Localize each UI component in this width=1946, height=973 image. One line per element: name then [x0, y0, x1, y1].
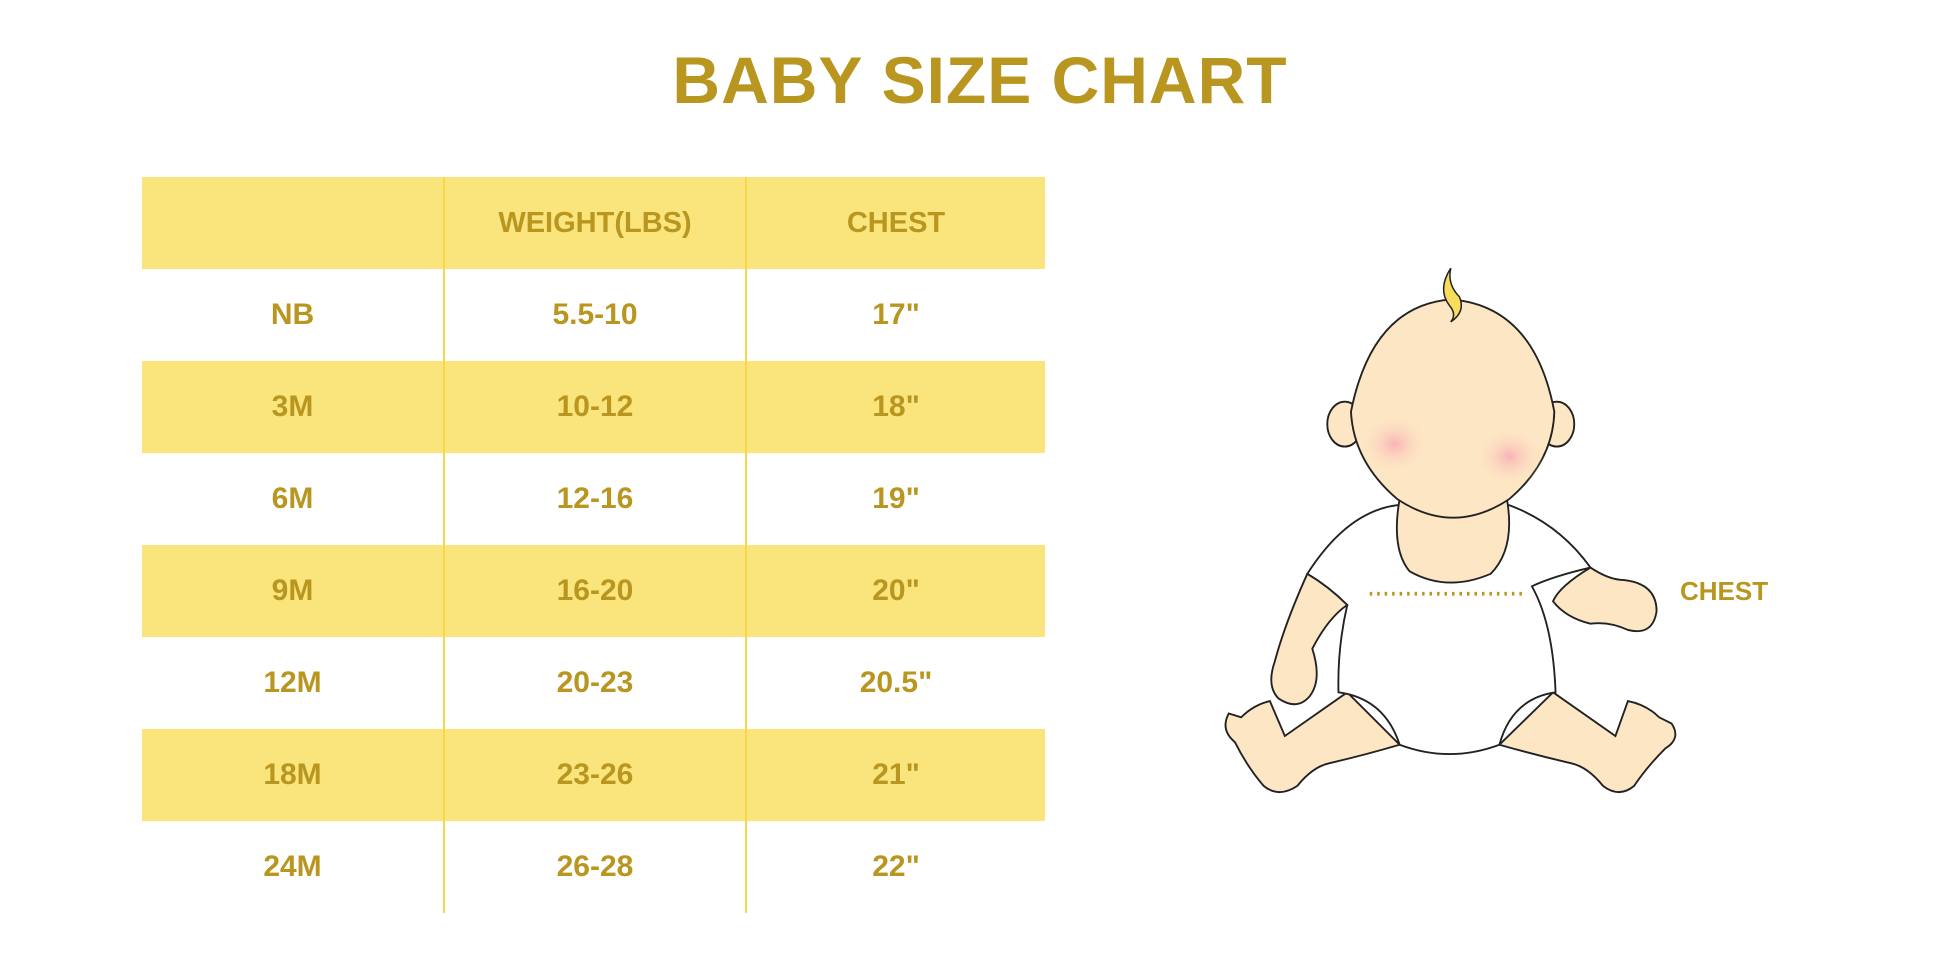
chest-label: CHEST — [1680, 576, 1769, 606]
size-cell: 12M — [263, 666, 322, 699]
left-arm — [1270, 572, 1349, 706]
right-arm — [1551, 566, 1658, 633]
header-size — [142, 177, 444, 269]
weight-cell: 20-23 — [443, 637, 747, 729]
chest-cell: 20.5" — [859, 666, 933, 699]
size-cell: NB — [270, 298, 315, 331]
size-cell: 9M — [142, 545, 444, 637]
chest-cell: 19" — [872, 482, 920, 515]
table-row: 24M 26-28 22" — [142, 821, 1045, 913]
size-table: WEIGHT(LBS) CHEST NB 5.5-10 17" 3M 10-12 18"… — [142, 177, 1045, 913]
table-row: NB 5.5-10 17" — [142, 269, 1045, 361]
left-cheek — [1359, 414, 1430, 475]
weight-cell: 12-16 — [443, 453, 747, 545]
chest-cell: 17" — [872, 298, 920, 331]
right-cheek — [1474, 426, 1545, 487]
weight-cell: 5.5-10 — [443, 269, 747, 361]
chest-cell: 22" — [872, 850, 920, 883]
table-row: 6M 12-16 19" — [142, 453, 1045, 545]
left-leg — [1224, 691, 1402, 794]
size-cell: 6M — [271, 482, 314, 515]
hair-curl — [1442, 267, 1463, 323]
size-cell: 18M — [142, 729, 444, 821]
table-row: 9M 16-20 20" — [142, 545, 1045, 637]
table-header-row: WEIGHT(LBS) CHEST — [142, 177, 1045, 269]
chest-cell: 20" — [746, 545, 1045, 637]
size-cell: 3M — [142, 361, 444, 453]
weight-cell: 10-12 — [443, 361, 747, 453]
weight-cell: 26-28 — [443, 821, 747, 913]
size-cell: 24M — [263, 850, 322, 883]
page-title: BABY SIZE CHART — [672, 43, 1288, 117]
chest-cell: 18" — [746, 361, 1045, 453]
header-weight: WEIGHT(LBS) — [443, 177, 747, 269]
chest-cell: 21" — [746, 729, 1045, 821]
right-leg — [1497, 691, 1677, 794]
table-row: 18M 23-26 21" — [142, 729, 1045, 821]
table-row: 3M 10-12 18" — [142, 361, 1045, 453]
header-chest: CHEST — [746, 177, 1045, 269]
weight-cell: 16-20 — [443, 545, 747, 637]
neck — [1395, 498, 1511, 584]
table-row: 12M 20-23 20.5" — [142, 637, 1045, 729]
head — [1350, 298, 1556, 519]
weight-cell: 23-26 — [443, 729, 747, 821]
